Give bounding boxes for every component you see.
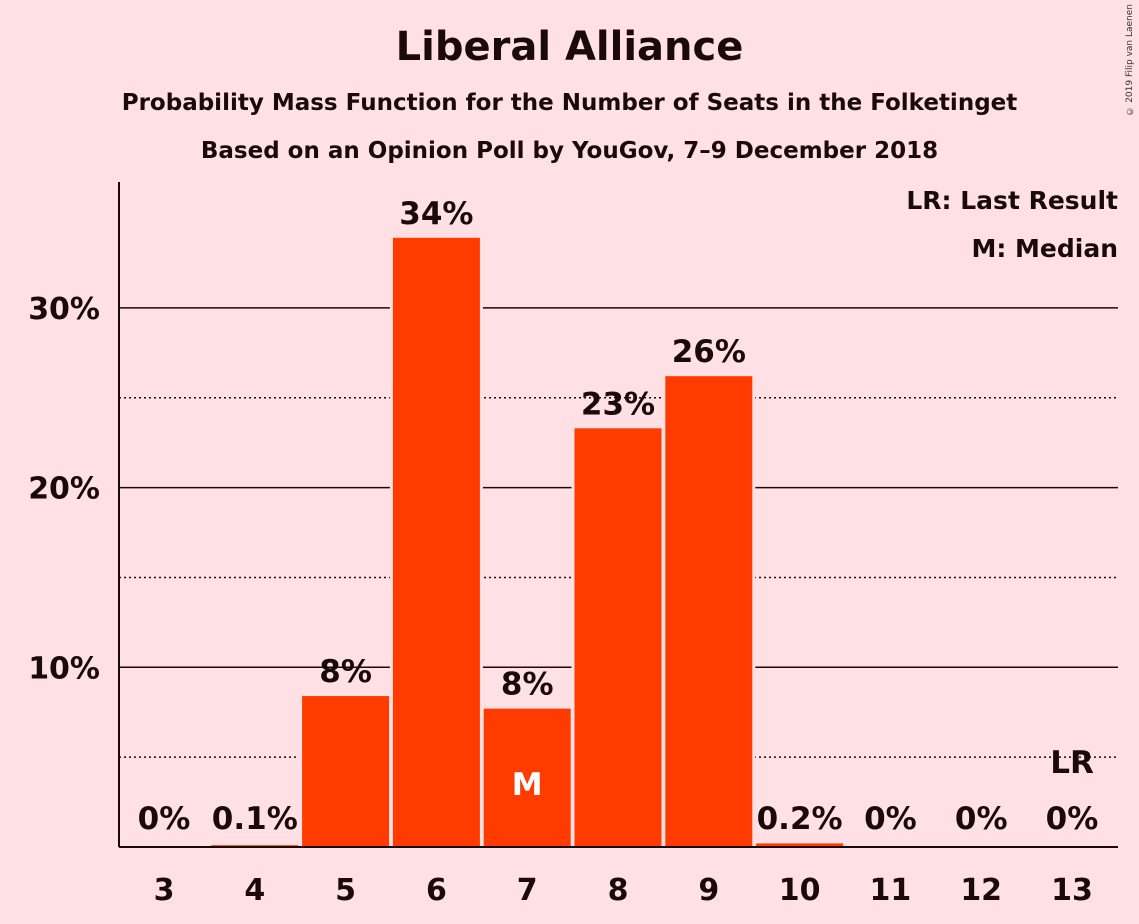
gridlines xyxy=(119,307,1118,758)
bar-value-label: 34% xyxy=(399,196,473,232)
bar-value-label: 0.2% xyxy=(757,801,843,837)
bar-7 xyxy=(483,708,571,847)
chart-title: Liberal Alliance xyxy=(395,24,744,70)
bar-value-label: 8% xyxy=(319,654,372,690)
last-result-marker: LR xyxy=(1050,745,1094,781)
axes xyxy=(118,182,1118,848)
legend-last-result: LR: Last Result xyxy=(906,186,1118,215)
bar-value-label: 0% xyxy=(955,801,1008,837)
x-tick-label: 8 xyxy=(608,873,629,908)
bar-5 xyxy=(302,696,390,847)
bar-value-label: 0.1% xyxy=(212,801,298,837)
x-tick-label: 7 xyxy=(517,873,538,908)
bar-value-label: 8% xyxy=(501,667,554,703)
x-tick-label: 10 xyxy=(779,873,821,908)
bar-value-label: 26% xyxy=(672,334,746,370)
y-tick-labels: 10% 20% 30% xyxy=(28,292,100,686)
bar-10 xyxy=(756,843,844,847)
bar-value-label: 0% xyxy=(1046,801,1099,837)
x-tick-label: 13 xyxy=(1051,873,1093,908)
chart-subtitle: Probability Mass Function for the Number… xyxy=(121,90,1018,116)
bar-8 xyxy=(574,428,662,847)
bars xyxy=(208,235,847,847)
x-tick-label: 3 xyxy=(154,873,175,908)
bar-value-labels: 0% 0.1% 8% 34% 8% 23% 26% 0.2% 0% 0% 0% M LR xyxy=(138,196,1099,837)
x-tick-label: 5 xyxy=(335,873,356,908)
median-marker: M xyxy=(512,767,543,803)
bar-9 xyxy=(665,376,753,847)
legend-median: M: Median xyxy=(971,234,1118,263)
bar-gap xyxy=(208,843,302,847)
x-tick-label: 12 xyxy=(960,873,1002,908)
x-tick-label: 6 xyxy=(426,873,447,908)
x-tick-label: 9 xyxy=(698,873,719,908)
bar-value-label: 0% xyxy=(138,801,191,837)
bar-value-label: 0% xyxy=(864,801,917,837)
chart-source-subtitle: Based on an Opinion Poll by YouGov, 7–9 … xyxy=(200,138,939,164)
x-tick-label: 11 xyxy=(870,873,912,908)
y-tick-label: 30% xyxy=(28,292,100,327)
y-tick-label: 10% xyxy=(28,651,100,686)
y-tick-label: 20% xyxy=(28,472,100,507)
bar-6 xyxy=(392,237,480,847)
x-tick-labels: 3 4 5 6 7 8 9 10 11 12 13 xyxy=(154,873,1093,908)
bar-value-label: 23% xyxy=(581,386,655,422)
x-tick-label: 4 xyxy=(244,873,265,908)
